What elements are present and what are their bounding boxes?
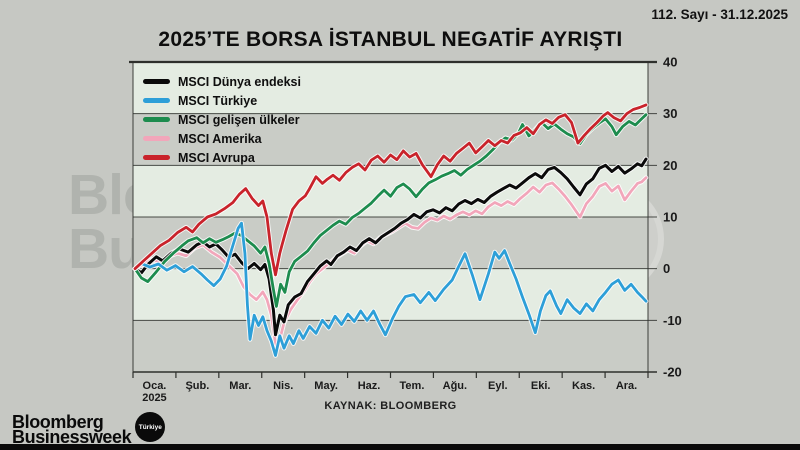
x-axis-year-label: 2025 [142,392,166,404]
x-axis-month-label: Mar. [229,380,251,392]
turkiye-badge: Türkiye [135,412,166,442]
chart-legend: MSCI Dünya endeksi MSCI Türkiye MSCI geliş… [143,72,301,167]
legend-swatch-icon [143,117,170,122]
legend-item: MSCI Dünya endeksi [143,72,301,91]
legend-label: MSCI Avrupa [178,150,255,165]
source-note: KAYNAK: BLOOMBERG [324,400,457,412]
issue-date-label: 112. Sayı - 31.12.2025 [651,7,788,22]
series-line-msci-geli-en-lkeler [133,113,648,308]
series-line-msci-d-nya-endeksi [133,157,648,337]
x-axis-month-label: Ara. [616,380,637,392]
bottom-black-bar [0,444,800,450]
plot-band [133,268,648,321]
legend-item: MSCI Amerika [143,129,301,148]
legend-item: MSCI Türkiye [143,91,301,110]
plot-band [133,217,648,269]
legend-swatch-icon [143,98,170,103]
legend-swatch-icon [143,155,170,160]
legend-item: MSCI gelişen ülkeler [143,110,301,129]
logo-line2: Businessweek [12,427,132,447]
turkiye-badge-label: Türkiye [138,423,162,431]
series-line-msci-t-rkiye [133,221,648,357]
legend-swatch-icon [143,79,170,84]
y-axis-tick-label: 10 [663,210,677,225]
y-axis-tick-label: 30 [663,106,677,121]
x-axis-month-label: Ağu. [443,380,467,392]
legend-label: MSCI Dünya endeksi [178,74,301,89]
legend-swatch-icon [143,136,170,141]
y-axis-tick-label: 40 [663,55,677,70]
y-axis-tick-label: 0 [663,261,670,276]
legend-label: MSCI Türkiye [178,93,258,108]
legend-item: MSCI Avrupa [143,148,301,167]
x-axis-month-label: Tem. [400,380,425,392]
logo-line1: Bloomberg [12,412,104,432]
x-axis-month-label: Eki. [531,380,551,392]
x-axis-month-label: May. [314,380,338,392]
y-axis-tick-label: -10 [663,313,682,328]
plot-band [133,165,648,217]
logo-text: Bloomberg Businessweek [12,412,132,447]
series-line-msci-avrupa [133,103,648,277]
y-axis-tick-label: -20 [663,365,682,380]
legend-label: MSCI Amerika [178,131,262,146]
x-axis-month-label: Şub. [185,380,209,392]
x-axis-month-label: Eyl. [488,380,508,392]
x-axis-month-label: Haz. [358,380,381,392]
bloomberg-businessweek-logo: Bloomberg Businessweek Türkiye [12,412,166,447]
page-title: 2025’TE BORSA İSTANBUL NEGATİF AYRIŞTI [158,28,623,51]
x-axis-month-label: Nis. [273,380,293,392]
x-axis-month-label: Kas. [572,380,595,392]
plot-band [133,62,648,114]
x-axis-month-label: Oca. [143,380,167,392]
legend-label: MSCI gelişen ülkeler [178,112,300,127]
y-axis-tick-label: 20 [663,158,677,173]
